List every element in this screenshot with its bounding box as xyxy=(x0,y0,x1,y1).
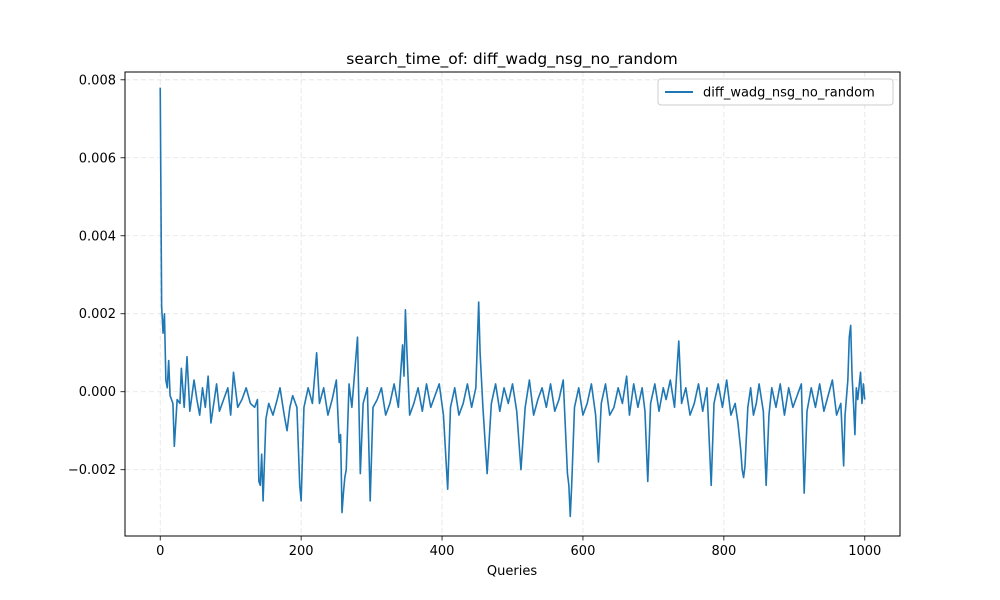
plot-data xyxy=(159,87,866,518)
legend: diff_wadg_nsg_no_random xyxy=(657,78,894,106)
chart-title: search_time_of: diff_wadg_nsg_no_random xyxy=(346,50,677,69)
y-tick-label: 0.008 xyxy=(79,73,116,88)
grid xyxy=(125,72,900,536)
x-tick-label: 400 xyxy=(430,544,455,559)
x-tick-label: 1000 xyxy=(848,544,881,559)
x-axis-label: Queries xyxy=(487,564,537,579)
x-tick-label: 0 xyxy=(156,544,164,559)
y-tick-label: 0.002 xyxy=(79,307,116,322)
legend-box xyxy=(657,78,894,106)
legend-label: diff_wadg_nsg_no_random xyxy=(703,86,875,101)
x-tick-label: 600 xyxy=(571,544,596,559)
x-tick-label: 200 xyxy=(289,544,314,559)
y-tick-label: −0.002 xyxy=(68,463,116,478)
series-line xyxy=(159,87,866,518)
y-tick-label: 0.004 xyxy=(79,229,116,244)
axis-ticks: 0 200 400 600 800 1000 −0.002 0.000 0.002 0.004 0.… xyxy=(68,73,881,559)
plot-frame xyxy=(124,71,901,537)
y-tick-label: 0.000 xyxy=(79,385,116,400)
y-tick-label: 0.006 xyxy=(79,151,116,166)
x-tick-label: 800 xyxy=(711,544,736,559)
